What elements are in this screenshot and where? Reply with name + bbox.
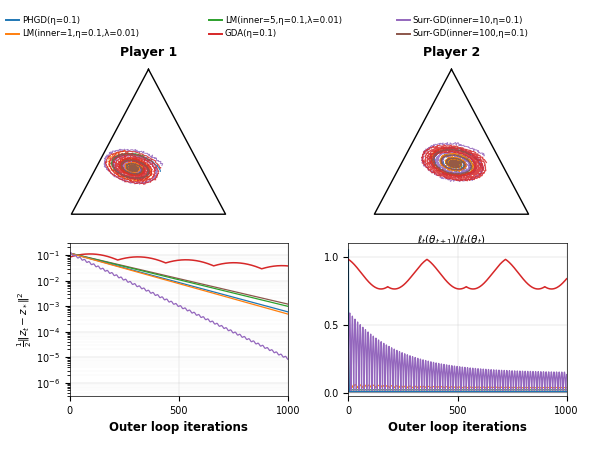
Text: LM(inner=5,η=0.1,λ=0.01): LM(inner=5,η=0.1,λ=0.01)	[225, 16, 342, 25]
Text: GDA(η=0.1): GDA(η=0.1)	[225, 29, 277, 38]
Text: $\ell_t(\theta_{t+1})/\ell_t(\theta_t)$: $\ell_t(\theta_{t+1})/\ell_t(\theta_t)$	[418, 233, 485, 247]
X-axis label: Outer loop iterations: Outer loop iterations	[388, 421, 527, 434]
Text: Surr-GD(inner=100,η=0.1): Surr-GD(inner=100,η=0.1)	[413, 29, 528, 38]
Title: Player 2: Player 2	[423, 45, 480, 58]
Text: LM(inner=1,η=0.1,λ=0.01): LM(inner=1,η=0.1,λ=0.01)	[22, 29, 139, 38]
Title: Player 1: Player 1	[120, 45, 177, 58]
Text: PHGD(η=0.1): PHGD(η=0.1)	[22, 16, 80, 25]
X-axis label: Outer loop iterations: Outer loop iterations	[109, 421, 248, 434]
Y-axis label: $\frac{1}{2}\|z_t - z_*\|^2$: $\frac{1}{2}\|z_t - z_*\|^2$	[16, 292, 35, 347]
Text: Surr-GD(inner=10,η=0.1): Surr-GD(inner=10,η=0.1)	[413, 16, 523, 25]
